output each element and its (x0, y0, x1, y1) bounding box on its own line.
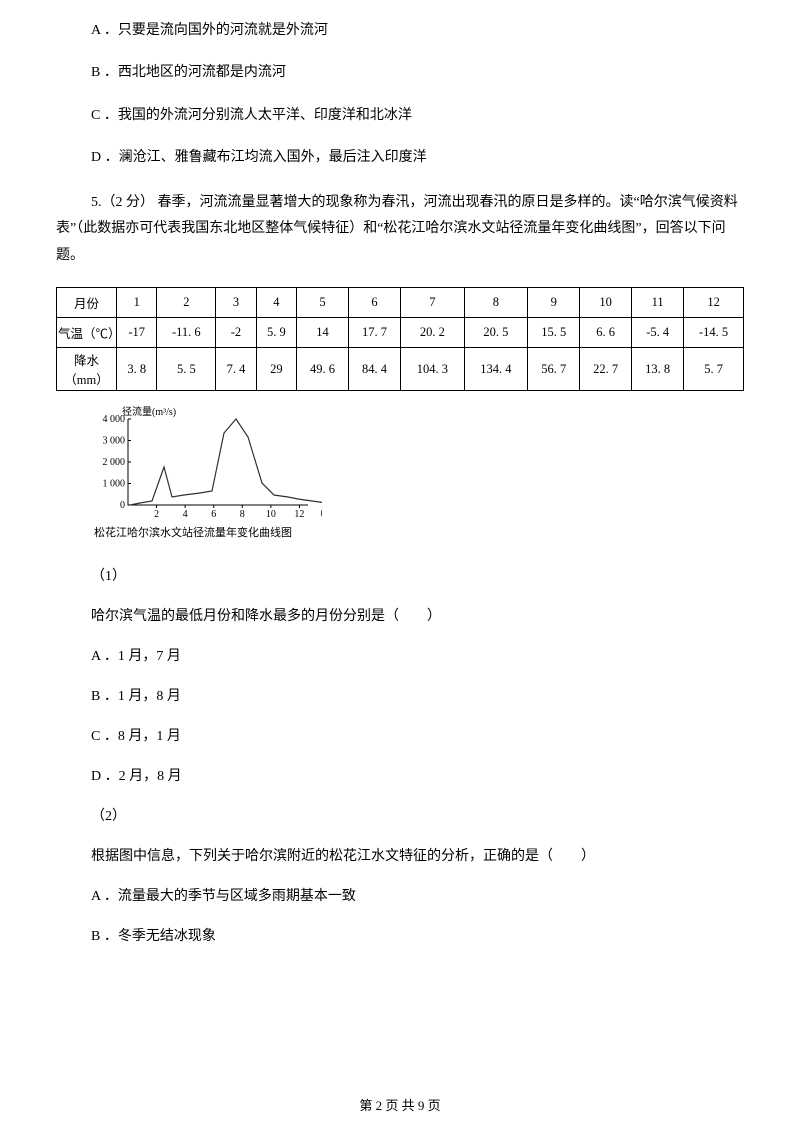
cell-temp-header: 气温（℃） (57, 318, 117, 348)
cell: 14 (297, 318, 349, 348)
cell: 17. 7 (349, 318, 401, 348)
option-c: C ．8 月，1 月 (56, 725, 744, 745)
sub-question-2-num: （2） (56, 805, 744, 825)
cell: 2 (157, 288, 216, 318)
chart-svg: 径流量(m³/s)4 000 3 000 2 000 1 000 0 2 4 6 8 10 12 （月… (92, 405, 322, 540)
svg-text:12: 12 (294, 509, 304, 520)
sub-question-1-text: 哈尔滨气温的最低月份和降水最多的月份分别是（ ） (56, 605, 744, 625)
cell: 6. 6 (580, 318, 632, 348)
table-row: 气温（℃） -17 -11. 6 -2 5. 9 14 17. 7 20. 2 … (57, 318, 744, 348)
cell: 3 (216, 288, 256, 318)
cell: 5 (297, 288, 349, 318)
option-c: C ．我国的外流河分别流人太平洋、印度洋和北冰洋 (56, 105, 744, 127)
runoff-chart: 径流量(m³/s)4 000 3 000 2 000 1 000 0 2 4 6 8 10 12 （月… (92, 405, 744, 545)
option-b: B ．冬季无结冰现象 (56, 925, 744, 945)
cell: 7 (401, 288, 465, 318)
cell: 104. 3 (401, 348, 465, 391)
svg-text:4: 4 (183, 509, 188, 520)
svg-text:10: 10 (266, 509, 276, 520)
svg-text:2 000: 2 000 (103, 457, 126, 468)
cell: -5. 4 (632, 318, 684, 348)
option-d: D ．澜沧江、雅鲁藏布江均流入国外，最后注入印度洋 (56, 147, 744, 169)
cell: 9 (528, 288, 580, 318)
cell-precip-header: 降水（mm） (57, 348, 117, 391)
cell: 20. 5 (464, 318, 528, 348)
cell: 6 (349, 288, 401, 318)
cell: 8 (464, 288, 528, 318)
svg-text:8: 8 (240, 509, 245, 520)
cell: 84. 4 (349, 348, 401, 391)
cell-month-header: 月份 (57, 288, 117, 318)
cell: 7. 4 (216, 348, 256, 391)
cell: 5. 5 (157, 348, 216, 391)
option-a: A ．流量最大的季节与区域多雨期基本一致 (56, 885, 744, 905)
cell: 22. 7 (580, 348, 632, 391)
svg-text:径流量(m³/s): 径流量(m³/s) (122, 405, 176, 418)
svg-text:（月）: （月） (314, 508, 322, 520)
cell: 5. 9 (256, 318, 296, 348)
cell: 12 (684, 288, 744, 318)
cell: 5. 7 (684, 348, 744, 391)
question-5-intro: 5.（2 分） 春季，河流流量显著增大的现象称为春汛，河流出现春汛的原日是多样的… (56, 190, 744, 270)
svg-text:4 000: 4 000 (103, 414, 126, 425)
table-row: 降水（mm） 3. 8 5. 5 7. 4 29 49. 6 84. 4 104… (57, 348, 744, 391)
sub-question-1-num: （1） (56, 565, 744, 585)
cell: 49. 6 (297, 348, 349, 391)
option-a: A ．1 月，7 月 (56, 645, 744, 665)
sub-question-2-text: 根据图中信息，下列关于哈尔滨附近的松花江水文特征的分析，正确的是（ ） (56, 845, 744, 865)
cell: 4 (256, 288, 296, 318)
svg-text:0: 0 (120, 500, 125, 511)
table-row: 月份 1 2 3 4 5 6 7 8 9 10 11 12 (57, 288, 744, 318)
cell: 56. 7 (528, 348, 580, 391)
option-b: B ．西北地区的河流都是内流河 (56, 62, 744, 84)
svg-text:松花江哈尔滨水文站径流量年变化曲线图: 松花江哈尔滨水文站径流量年变化曲线图 (94, 525, 292, 539)
cell: 11 (632, 288, 684, 318)
climate-table: 月份 1 2 3 4 5 6 7 8 9 10 11 12 气温（℃） -17 … (56, 287, 744, 391)
cell: 134. 4 (464, 348, 528, 391)
cell: 20. 2 (401, 318, 465, 348)
option-b: B ．1 月，8 月 (56, 685, 744, 705)
cell: 15. 5 (528, 318, 580, 348)
page-footer: 第 2 页 共 9 页 (0, 1095, 800, 1114)
cell: 29 (256, 348, 296, 391)
cell: -2 (216, 318, 256, 348)
svg-text:3 000: 3 000 (103, 436, 126, 447)
option-d: D ．2 月，8 月 (56, 765, 744, 785)
svg-text:1 000: 1 000 (103, 479, 126, 490)
svg-text:2: 2 (154, 509, 159, 520)
cell: 1 (117, 288, 157, 318)
cell: 3. 8 (117, 348, 157, 391)
cell: 10 (580, 288, 632, 318)
cell: -17 (117, 318, 157, 348)
cell: -11. 6 (157, 318, 216, 348)
svg-text:6: 6 (211, 509, 216, 520)
cell: -14. 5 (684, 318, 744, 348)
cell: 13. 8 (632, 348, 684, 391)
option-a: A ．只要是流向国外的河流就是外流河 (56, 20, 744, 42)
